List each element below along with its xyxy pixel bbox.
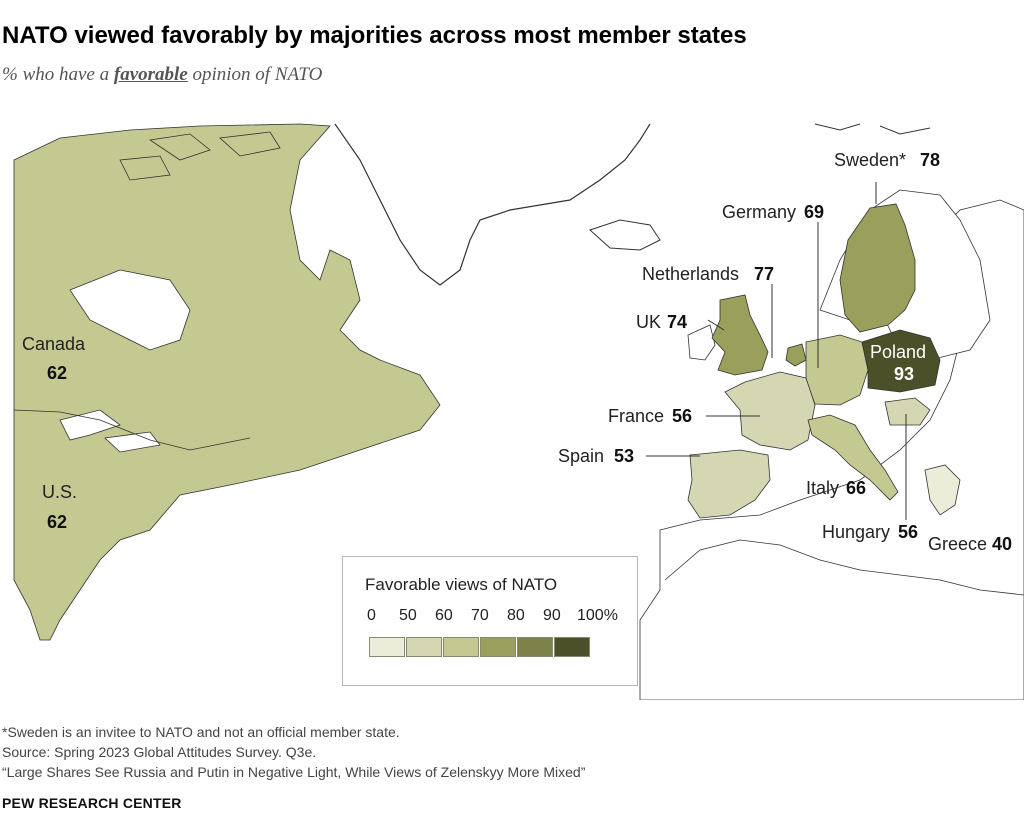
source-note: Source: Spring 2023 Global Attitudes Sur…: [2, 744, 317, 760]
legend-tick: 0: [367, 607, 376, 624]
label-greece: Greece 40: [928, 534, 1012, 554]
greenland-coast: [334, 123, 651, 286]
legend-tick: 50: [399, 607, 417, 624]
label-spain: Spain 53: [558, 446, 634, 466]
legend-swatch-50-60: [406, 637, 442, 657]
north-america-shape: [13, 123, 441, 641]
germany-shape: [805, 334, 869, 406]
label-sweden: Sweden* 78: [834, 150, 940, 170]
ireland-shape: [687, 324, 716, 361]
arctic-islands-shape: [119, 131, 281, 181]
label-canada-name: Canada: [22, 334, 86, 354]
subtitle-prefix: % who have a: [2, 64, 110, 85]
label-france: France 56: [608, 406, 692, 426]
label-france-name: France: [608, 406, 664, 426]
legend-title: Favorable views of NATO: [365, 575, 558, 594]
legend-tick: 80: [507, 607, 525, 624]
color-legend: Favorable views of NATO 0 50 60 70 80 90…: [342, 556, 638, 686]
legend-swatch-70-80: [480, 637, 516, 657]
france-shape: [724, 371, 816, 451]
chart-subtitle: % who have a favorable opinion of NATO: [2, 64, 322, 86]
report-title: “Large Shares See Russia and Putin in Ne…: [2, 764, 586, 780]
label-netherlands: Netherlands 77: [642, 264, 774, 284]
legend-tick: 70: [471, 607, 489, 624]
canada-us-border: [13, 409, 251, 451]
svalbard-coast: [814, 123, 931, 135]
legend-ticks: 0 50 60 70 80 90 100%: [357, 607, 637, 627]
footnote-sweden: *Sweden is an invitee to NATO and not an…: [2, 724, 400, 740]
label-uk: UK 74: [636, 312, 687, 332]
legend-tick: 90: [543, 607, 561, 624]
legend-tick: 60: [435, 607, 453, 624]
label-italy-value: 66: [846, 478, 866, 498]
legend-swatch-90-100: [554, 637, 590, 657]
legend-swatch-60-70: [443, 637, 479, 657]
subtitle-emphasis: favorable: [113, 64, 188, 85]
pew-research-logo: PEW RESEARCH CENTER: [2, 795, 182, 811]
label-germany-value: 69: [804, 202, 824, 222]
poland-shape: [861, 329, 941, 393]
iceland-coast: [589, 219, 661, 251]
subtitle-suffix: opinion of NATO: [192, 64, 323, 85]
label-germany: Germany 69: [722, 202, 824, 222]
label-poland: Poland 93: [870, 342, 926, 384]
label-france-value: 56: [672, 406, 692, 426]
sweden-shape: [839, 203, 916, 333]
uk-shape: [711, 294, 769, 376]
greece-shape: [924, 464, 961, 516]
label-greece-name: Greece: [928, 534, 987, 554]
label-poland-value: 93: [894, 364, 914, 384]
label-hungary-name: Hungary: [822, 522, 890, 542]
hungary-shape: [884, 397, 931, 426]
nato-favorability-map: Canada 62 U.S. 62 Sweden* 78 Germany 69 …: [13, 123, 1024, 700]
italy-shape: [807, 414, 899, 501]
spain-shape: [687, 449, 771, 519]
legend-swatch-80-90: [517, 637, 553, 657]
legend-tick: 100%: [577, 607, 618, 624]
legend-color-bar: [369, 637, 591, 657]
label-italy-name: Italy: [806, 478, 839, 498]
label-us-value: 62: [47, 512, 67, 532]
netherlands-shape: [785, 343, 807, 367]
label-netherlands-value: 77: [754, 264, 774, 284]
label-canada-value: 62: [47, 363, 67, 383]
label-uk-value: 74: [667, 312, 687, 332]
label-uk-name: UK: [636, 312, 661, 332]
hudson-bay-shape: [69, 269, 191, 351]
label-hungary-value: 56: [898, 522, 918, 542]
label-sweden-name: Sweden*: [834, 150, 906, 170]
label-spain-value: 53: [614, 446, 634, 466]
chart-title: NATO viewed favorably by majorities acro…: [2, 22, 747, 49]
label-us-name: U.S.: [42, 482, 77, 502]
north-africa-coast: [664, 539, 1024, 596]
legend-swatch-0-50: [369, 637, 405, 657]
label-sweden-value: 78: [920, 150, 940, 170]
label-netherlands-name: Netherlands: [642, 264, 739, 284]
leader-lines: [646, 182, 907, 520]
label-hungary: Hungary 56: [822, 522, 918, 542]
label-poland-name: Poland: [870, 342, 926, 362]
footnotes: *Sweden is an invitee to NATO and not an…: [2, 722, 585, 782]
label-greece-value: 40: [992, 534, 1012, 554]
label-germany-name: Germany: [722, 202, 796, 222]
label-spain-name: Spain: [558, 446, 604, 466]
label-italy: Italy 66: [806, 478, 866, 498]
